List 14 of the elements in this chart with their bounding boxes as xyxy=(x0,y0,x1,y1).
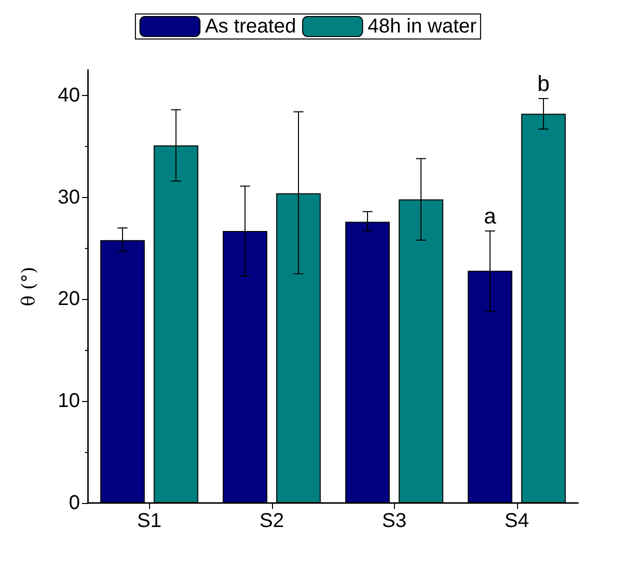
y-tick-label: 10 xyxy=(58,390,80,412)
y-axis-title: θ (°) xyxy=(18,266,40,306)
y-tick-label: 30 xyxy=(58,186,80,208)
x-tick-label: S1 xyxy=(137,510,162,532)
y-tick-label: 0 xyxy=(68,492,80,514)
x-tick-label: S3 xyxy=(382,510,406,532)
y-tick-label: 40 xyxy=(58,84,80,106)
y-tick-label: 20 xyxy=(58,288,80,310)
data-label: a xyxy=(484,203,497,228)
data-label: b xyxy=(537,71,550,96)
legend-label: As treated xyxy=(204,16,296,38)
legend-label: 48h in water xyxy=(368,16,477,38)
x-tick-label: S4 xyxy=(504,510,529,532)
x-tick-label: S2 xyxy=(260,510,284,532)
